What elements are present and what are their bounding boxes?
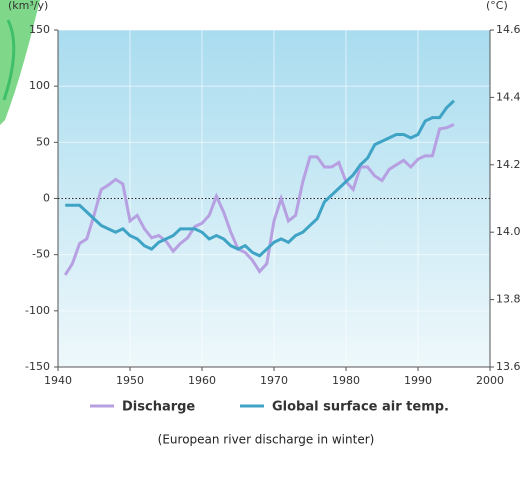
y2-tick-label: 14.0 — [496, 225, 521, 238]
legend-text: Discharge — [122, 400, 195, 415]
x-tick-label: 1940 — [44, 374, 72, 387]
y2-tick-label: 13.6 — [496, 360, 521, 373]
x-tick-label: 1990 — [404, 374, 432, 387]
y2-tick-label: 14.4 — [496, 90, 521, 103]
x-tick-label: 2000 — [476, 374, 504, 387]
y-tick-label: 100 — [29, 79, 50, 92]
y2-tick-label: 14.6 — [496, 23, 521, 36]
y2-axis-label: (°C) — [486, 0, 508, 12]
y-tick-label: -100 — [25, 304, 50, 317]
y-tick-label: 150 — [29, 23, 50, 36]
line — [63, 123, 455, 276]
caption: (European river discharge in winter) — [158, 433, 375, 447]
legend-text: Global surface air temp. — [272, 400, 449, 415]
decoration — [0, 0, 40, 125]
decoration — [2, 19, 16, 101]
y-tick-label: -50 — [32, 248, 50, 261]
x-tick-label: 1970 — [260, 374, 288, 387]
line — [65, 99, 456, 258]
x-tick-label: 1980 — [332, 374, 360, 387]
y-tick-label: -150 — [25, 360, 50, 373]
x-tick-label: 1960 — [188, 374, 216, 387]
x-tick-label: 1950 — [116, 374, 144, 387]
y-tick-label: 0 — [43, 192, 50, 205]
y-axis-label: (km³/y) — [8, 0, 48, 12]
y-tick-label: 50 — [36, 135, 50, 148]
y2-tick-label: 14.2 — [496, 158, 521, 171]
y2-tick-label: 13.8 — [496, 293, 521, 306]
